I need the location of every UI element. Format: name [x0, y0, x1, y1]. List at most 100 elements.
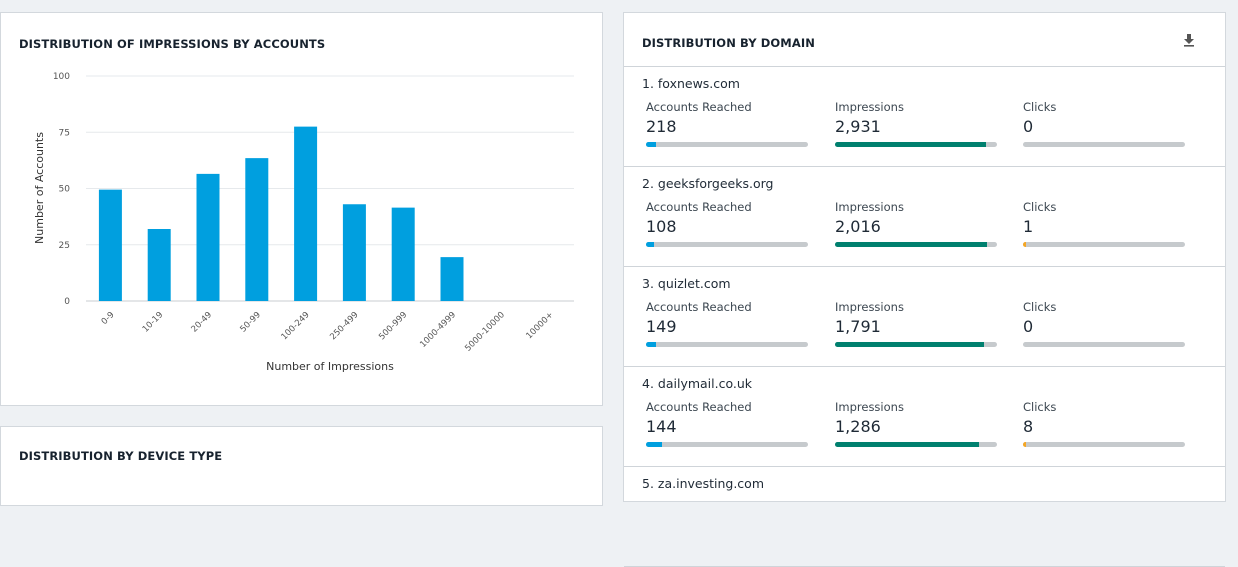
clicks-progress-bar	[1023, 242, 1185, 247]
x-tick-label: 500-999	[377, 310, 409, 342]
impressions-value: 1,286	[835, 417, 881, 436]
clicks-value: 8	[1023, 417, 1034, 436]
x-tick-label: 1000-4999	[418, 310, 458, 350]
domain-name: 5. za.investing.com	[642, 476, 764, 491]
clicks-progress-fill	[1023, 442, 1027, 447]
clicks-metric: Clicks 0	[1023, 100, 1185, 147]
bar	[147, 229, 171, 301]
accounts-metric: Accounts Reached 144	[646, 400, 808, 447]
bar	[391, 207, 415, 301]
domain-distribution-card: DISTRIBUTION BY DOMAIN 1. foxnews.com Ac…	[623, 12, 1226, 567]
clicks-label: Clicks	[1023, 100, 1057, 114]
x-tick-label: 100-249	[280, 310, 312, 342]
impressions-label: Impressions	[835, 100, 904, 114]
impressions-label: Impressions	[835, 400, 904, 414]
domain-name: 2. geeksforgeeks.org	[642, 176, 774, 191]
x-tick-label: 0-9	[100, 310, 117, 327]
impressions-metric: Impressions 1,791	[835, 300, 997, 347]
impressions-value: 1,791	[835, 317, 881, 336]
accounts-metric: Accounts Reached 218	[646, 100, 808, 147]
x-tick-label: 10-19	[141, 310, 166, 335]
domain-row: 2. geeksforgeeks.org Accounts Reached 10…	[624, 167, 1225, 267]
device-type-card: DISTRIBUTION BY DEVICE TYPE	[0, 426, 603, 506]
clicks-progress-bar	[1023, 142, 1185, 147]
accounts-value: 108	[646, 217, 677, 236]
impressions-progress-bar	[835, 242, 997, 247]
accounts-metric: Accounts Reached 149	[646, 300, 808, 347]
clicks-label: Clicks	[1023, 200, 1057, 214]
clicks-metric: Clicks 8	[1023, 400, 1185, 447]
x-tick-label: 10000+	[524, 310, 555, 341]
domain-name: 4. dailymail.co.uk	[642, 376, 753, 391]
impressions-bar-chart: 0 25 50 75 100 0-9 10-19 20-49 50-99 100-249 250-4…	[33, 72, 574, 373]
accounts-label: Accounts Reached	[646, 400, 752, 414]
clicks-value: 1	[1023, 217, 1034, 236]
impressions-by-accounts-card: DISTRIBUTION OF IMPRESSIONS BY ACCOUNTS …	[0, 12, 603, 406]
accounts-progress-fill	[646, 342, 656, 347]
x-axis-label: Number of Impressions	[266, 360, 394, 373]
impressions-value: 2,016	[835, 217, 881, 236]
accounts-progress-bar	[646, 342, 808, 347]
impressions-progress-fill	[835, 142, 986, 147]
impressions-metric: Impressions 1,286	[835, 400, 997, 447]
impressions-progress-bar	[835, 442, 997, 447]
domain-row: 4. dailymail.co.uk Accounts Reached 144 …	[624, 367, 1225, 467]
impressions-progress-fill	[835, 342, 985, 347]
clicks-value: 0	[1023, 317, 1034, 336]
domain-name: 1. foxnews.com	[642, 76, 740, 91]
bar	[98, 189, 122, 301]
accounts-progress-fill	[646, 242, 655, 247]
accounts-value: 144	[646, 417, 677, 436]
clicks-value: 0	[1023, 117, 1034, 136]
clicks-metric: Clicks 1	[1023, 200, 1185, 247]
impressions-progress-bar	[835, 342, 997, 347]
accounts-value: 149	[646, 317, 677, 336]
card-title: DISTRIBUTION BY DOMAIN	[642, 36, 815, 50]
accounts-label: Accounts Reached	[646, 300, 752, 314]
clicks-label: Clicks	[1023, 400, 1057, 414]
accounts-label: Accounts Reached	[646, 200, 752, 214]
accounts-label: Accounts Reached	[646, 100, 752, 114]
clicks-progress-fill	[1023, 242, 1027, 247]
clicks-metric: Clicks 0	[1023, 300, 1185, 347]
impressions-progress-fill	[835, 442, 980, 447]
accounts-progress-bar	[646, 242, 808, 247]
bar	[245, 158, 269, 301]
accounts-progress-fill	[646, 142, 656, 147]
x-tick-label: 20-49	[190, 310, 215, 335]
accounts-value: 218	[646, 117, 677, 136]
impressions-metric: Impressions 2,931	[835, 100, 997, 147]
download-icon[interactable]	[1183, 33, 1195, 47]
accounts-progress-bar	[646, 142, 808, 147]
x-tick-label: 5000-10000	[463, 310, 507, 354]
clicks-label: Clicks	[1023, 300, 1057, 314]
y-tick-label: 75	[59, 128, 70, 138]
y-axis-label: Number of Accounts	[33, 132, 46, 244]
clicks-progress-bar	[1023, 442, 1185, 447]
y-tick-label: 50	[59, 185, 71, 195]
accounts-metric: Accounts Reached 108	[646, 200, 808, 247]
impressions-value: 2,931	[835, 117, 881, 136]
impressions-metric: Impressions 2,016	[835, 200, 997, 247]
domain-name: 3. quizlet.com	[642, 276, 731, 291]
y-tick-label: 100	[53, 72, 70, 82]
bar	[196, 173, 220, 301]
impressions-progress-bar	[835, 142, 997, 147]
domain-row: 1. foxnews.com Accounts Reached 218 Impr…	[624, 67, 1225, 167]
domain-row: 3. quizlet.com Accounts Reached 149 Impr…	[624, 267, 1225, 367]
impressions-progress-fill	[835, 242, 988, 247]
x-tick-label: 50-99	[238, 310, 263, 335]
bar	[294, 126, 318, 301]
y-tick-label: 0	[64, 297, 70, 307]
accounts-progress-fill	[646, 442, 663, 447]
bar	[440, 257, 464, 301]
card-title: DISTRIBUTION BY DEVICE TYPE	[19, 449, 223, 463]
bar	[342, 204, 366, 301]
domain-row: 5. za.investing.com	[624, 467, 1225, 567]
clicks-progress-bar	[1023, 342, 1185, 347]
y-tick-label: 25	[59, 241, 70, 251]
accounts-progress-bar	[646, 442, 808, 447]
impressions-label: Impressions	[835, 300, 904, 314]
impressions-label: Impressions	[835, 200, 904, 214]
x-tick-label: 250-499	[328, 310, 360, 342]
